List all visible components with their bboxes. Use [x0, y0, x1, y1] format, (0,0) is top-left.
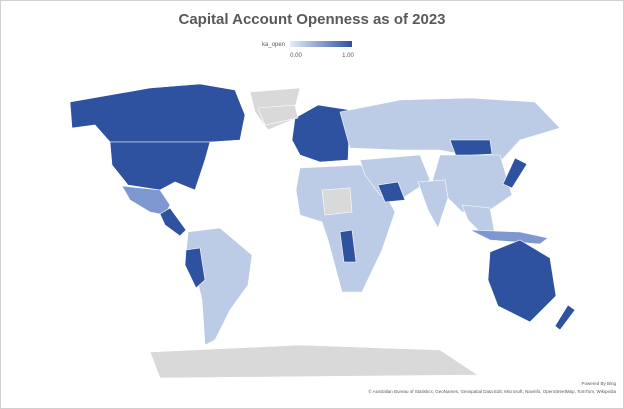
canada-alaska	[69, 83, 246, 143]
sahel	[321, 187, 353, 216]
arabia-gulf	[377, 181, 406, 203]
india	[417, 179, 449, 229]
southern-africa-dark	[339, 229, 357, 263]
legend-max: 1.00	[342, 53, 354, 59]
new-zealand	[554, 304, 576, 331]
central-america	[159, 207, 187, 237]
australia	[487, 239, 557, 323]
mongolia	[449, 139, 493, 157]
usa	[109, 141, 211, 191]
powered-by: Powered By Bing	[581, 381, 616, 386]
countries	[69, 83, 576, 379]
legend-gradient	[290, 41, 352, 47]
credits: © Australian Bureau of Statistics, GeoNa…	[368, 388, 616, 394]
russia	[339, 97, 561, 163]
antarctica	[149, 344, 479, 379]
iceland-north	[257, 104, 299, 126]
map-title: Capital Account Openness as of 2023	[178, 11, 445, 28]
japan	[502, 157, 528, 189]
indonesia	[469, 229, 549, 245]
peru	[184, 247, 206, 289]
legend-label: ka_open	[262, 42, 285, 48]
legend-min: 0.00	[290, 53, 302, 59]
europe	[291, 104, 351, 163]
